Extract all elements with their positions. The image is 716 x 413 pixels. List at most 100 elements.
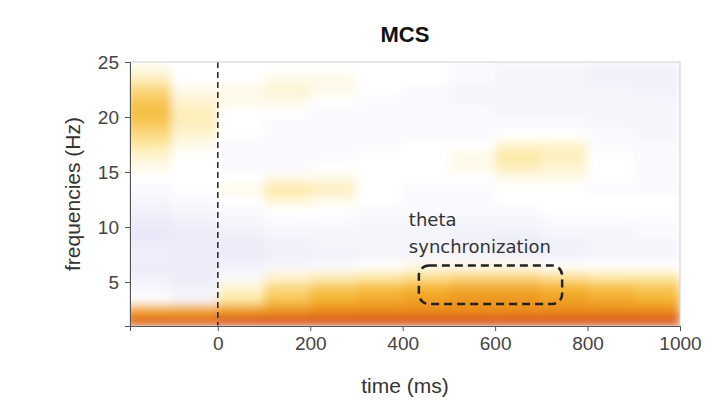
- heatmap-cell: [588, 150, 635, 162]
- heatmap-cell: [634, 183, 680, 195]
- heatmap-cells: [130, 62, 680, 326]
- heatmap-cell: [172, 315, 219, 326]
- tick-label: 600: [480, 333, 512, 354]
- tick-label: 1000: [659, 333, 701, 354]
- heatmap-cell: [310, 205, 357, 217]
- heatmap-cell: [130, 304, 172, 316]
- heatmap-cell: [588, 216, 635, 228]
- tick: 1000: [659, 326, 701, 354]
- heatmap-cell: [172, 238, 219, 250]
- heatmap-cell: [449, 84, 496, 96]
- tick: 15: [98, 162, 130, 183]
- heatmap-cell: [356, 150, 403, 162]
- heatmap-cell: [449, 62, 496, 74]
- heatmap-cell: [541, 172, 588, 184]
- heatmap-cell: [356, 216, 403, 228]
- heatmap-cell: [495, 62, 542, 74]
- heatmap-cell: [356, 139, 403, 151]
- heatmap-cell: [356, 106, 403, 118]
- heatmap-cell: [172, 95, 219, 107]
- annotation-text: synchronization: [409, 236, 551, 257]
- heatmap-cell: [634, 227, 680, 239]
- axis-line: [131, 327, 681, 332]
- heatmap-cell: [310, 260, 357, 272]
- heatmap-cell: [310, 161, 357, 173]
- onset-line: [217, 62, 219, 326]
- heatmap-cell: [541, 271, 588, 283]
- chart-title: MCS: [381, 22, 430, 47]
- tick-label: 800: [572, 333, 604, 354]
- heatmap-cell: [218, 194, 265, 206]
- heatmap-cell: [495, 282, 542, 294]
- plot: 02004006008001000510152025thetasynchroni…: [98, 52, 702, 355]
- heatmap-cell: [172, 84, 219, 96]
- heatmap-cell: [218, 183, 265, 195]
- heatmap-cell: [264, 304, 311, 316]
- heatmap-cell: [264, 95, 311, 107]
- heatmap-cell: [172, 161, 219, 173]
- heatmap-cell: [495, 117, 542, 129]
- axis-line: [125, 63, 131, 327]
- heatmap-cell: [495, 73, 542, 85]
- heatmap-cell: [541, 205, 588, 217]
- heatmap-cell: [264, 150, 311, 162]
- heatmap-cell: [634, 216, 680, 228]
- heatmap-cell: [310, 238, 357, 250]
- heatmap-cell: [588, 106, 635, 118]
- heatmap-cell: [310, 271, 357, 283]
- heatmap-cell: [356, 84, 403, 96]
- chart: 02004006008001000510152025thetasynchroni…: [0, 0, 716, 413]
- heatmap-cell: [218, 315, 265, 326]
- heatmap-cell: [634, 106, 680, 118]
- tick: 10: [98, 217, 130, 238]
- heatmap-cell: [264, 106, 311, 118]
- heatmap-cell: [310, 315, 357, 326]
- heatmap-cell: [495, 128, 542, 140]
- heatmap-cell: [541, 216, 588, 228]
- heatmap-cell: [403, 304, 450, 316]
- heatmap-cell: [495, 205, 542, 217]
- heatmap-cell: [130, 282, 172, 294]
- heatmap-cell: [541, 106, 588, 118]
- heatmap-cell: [310, 139, 357, 151]
- heatmap-cell: [449, 161, 496, 173]
- heatmap-cell: [588, 95, 635, 107]
- heatmap-cell: [449, 172, 496, 184]
- heatmap-cell: [218, 205, 265, 217]
- heatmap-cell: [218, 150, 265, 162]
- heatmap-cell: [218, 62, 265, 74]
- heatmap-cell: [172, 249, 219, 261]
- heatmap-cell: [172, 183, 219, 195]
- heatmap-cell: [449, 150, 496, 162]
- heatmap-cell: [495, 271, 542, 283]
- heatmap-cell: [449, 139, 496, 151]
- heatmap-cell: [495, 183, 542, 195]
- heatmap-cell: [588, 315, 635, 326]
- heatmap-cell: [588, 249, 635, 261]
- heatmap-cell: [264, 172, 311, 184]
- heatmap-cell: [588, 260, 635, 272]
- heatmap-cell: [356, 238, 403, 250]
- heatmap-cell: [449, 128, 496, 140]
- heatmap-cell: [495, 304, 542, 316]
- heatmap-cell: [310, 249, 357, 261]
- heatmap-cell: [130, 73, 172, 85]
- heatmap-cell: [130, 106, 172, 118]
- tick: 800: [572, 326, 604, 354]
- heatmap-cell: [634, 271, 680, 283]
- heatmap-cell: [403, 128, 450, 140]
- heatmap-cell: [495, 84, 542, 96]
- tick-mark: [588, 326, 589, 331]
- heatmap-cell: [495, 315, 542, 326]
- heatmap-cell: [541, 73, 588, 85]
- annotation-box: [419, 266, 562, 305]
- heatmap-cell: [449, 304, 496, 316]
- heatmap-cell: [218, 227, 265, 239]
- tick-mark: [403, 326, 404, 331]
- heatmap-cell: [310, 216, 357, 228]
- heatmap-cell: [218, 95, 265, 107]
- heatmap-cell: [588, 238, 635, 250]
- heatmap-cell: [588, 293, 635, 305]
- heatmap-cell: [403, 271, 450, 283]
- heatmap-cell: [356, 73, 403, 85]
